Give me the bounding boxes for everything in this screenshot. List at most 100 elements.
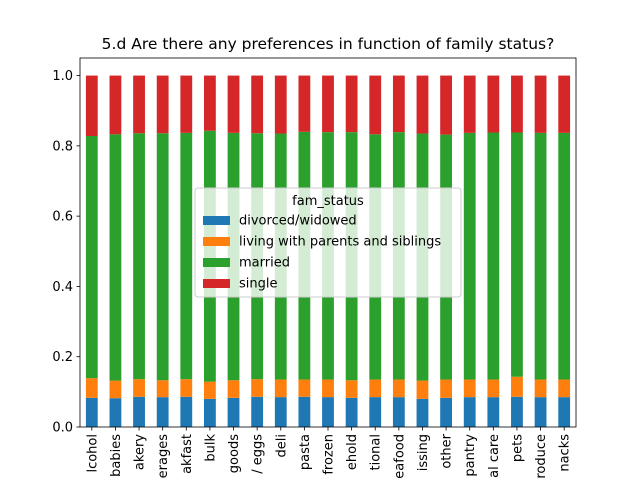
legend-title: fam_status <box>292 194 364 209</box>
x-tick-label: / eggs <box>251 434 266 474</box>
legend-entry-label: married <box>239 256 290 271</box>
bar-segment <box>511 376 523 397</box>
bar-segment <box>298 75 311 132</box>
legend-entry-label: single <box>239 277 278 292</box>
x-tick-label: eafood <box>392 434 407 479</box>
bar-segment <box>298 379 311 397</box>
bar-segment <box>274 397 287 427</box>
bar-segment <box>345 75 358 133</box>
y-tick-label: 0.4 <box>52 280 73 295</box>
bar-segment <box>345 380 358 398</box>
x-tick-label: lcohol <box>85 434 100 473</box>
bar-segment <box>204 398 216 427</box>
bar-segment <box>133 396 145 427</box>
bar-segment <box>274 379 287 398</box>
y-tick-label: 0.8 <box>52 139 73 154</box>
bar-segment <box>463 75 476 133</box>
x-tick-label: pasta <box>298 434 313 470</box>
x-tick-label: pets <box>510 434 525 462</box>
bar-segment <box>133 379 145 397</box>
bar-segment <box>156 133 169 381</box>
bar-segment <box>204 381 216 399</box>
bar-segment <box>511 132 523 377</box>
bar-segment <box>369 75 382 135</box>
x-tick-label: issing <box>416 434 431 471</box>
bar-segment <box>227 380 240 398</box>
bar-segment <box>133 133 145 380</box>
bar-segment <box>463 132 476 380</box>
bar-segment <box>416 380 429 399</box>
bar-segment <box>85 136 98 379</box>
bar-segment <box>558 75 571 133</box>
bar-segment <box>369 397 382 427</box>
bar-segment <box>558 132 571 380</box>
bar-segment <box>85 378 98 398</box>
bar-segment <box>227 397 240 427</box>
bar-segment <box>109 380 122 399</box>
legend-entry-label: divorced/widowed <box>239 214 357 229</box>
bar-segment <box>109 398 122 427</box>
axes-frame <box>79 57 577 428</box>
bar-segment <box>156 397 169 427</box>
bar-segment <box>487 397 500 427</box>
bar-segment <box>487 132 500 380</box>
bar-segment <box>463 379 476 398</box>
bar-segment <box>109 75 122 135</box>
legend: fam_status divorced/widowed living with pa… <box>194 187 462 298</box>
bar-segment <box>180 379 193 397</box>
x-tick-label: roduce <box>534 434 549 479</box>
bar-segment <box>511 396 523 427</box>
bar-segment <box>322 397 334 427</box>
x-tick-label: nacks <box>558 434 573 472</box>
x-tick-label: goods <box>227 434 242 473</box>
bar-segment <box>322 75 334 133</box>
bar-segment <box>274 75 287 134</box>
bar-segment <box>369 379 382 398</box>
x-tick-label: bulk <box>203 434 218 462</box>
x-tick-label: frozen <box>322 434 337 475</box>
legend-swatch <box>203 237 230 246</box>
bar-segment <box>204 75 216 131</box>
bar-segment <box>85 397 98 427</box>
bar-segment <box>180 132 193 380</box>
x-tick-label: other <box>440 433 455 468</box>
bar-segment <box>534 379 547 398</box>
bar-segment <box>156 380 169 398</box>
bar-segment <box>558 379 571 398</box>
x-tick-label: babies <box>109 434 124 477</box>
y-tick-label: 0.0 <box>52 421 73 436</box>
bar-segment <box>156 75 169 134</box>
legend-swatch <box>203 258 230 267</box>
bar-segment <box>251 379 264 397</box>
x-tick-label: akfast <box>180 434 195 474</box>
bar-segment <box>227 75 240 133</box>
x-tick-label: erages <box>156 434 171 479</box>
legend-swatch <box>203 216 230 225</box>
bar-segment <box>345 397 358 427</box>
x-tick-label: al care <box>487 434 502 478</box>
bar-segment <box>440 75 452 135</box>
x-tick-label: tional <box>369 434 384 470</box>
bar-segment <box>440 379 452 398</box>
bar-segment <box>392 75 405 133</box>
legend-box <box>194 187 462 298</box>
bar-segment <box>440 397 452 427</box>
x-tick-label: akery <box>133 434 148 470</box>
bar-segment <box>392 397 405 427</box>
bar-segment <box>534 397 547 427</box>
bar-segment <box>298 396 311 427</box>
bars-layer <box>85 75 571 427</box>
bar-segment <box>133 75 145 134</box>
bar-segment <box>416 75 429 134</box>
axes-layer: 0.0 0.2 0.4 0.6 0.8 1.0 lcohol babies akery erage… <box>52 57 577 479</box>
legend-entry-label: living with parents and siblings <box>239 235 441 250</box>
y-tick-label: 1.0 <box>52 69 73 84</box>
x-tick-label: deli <box>274 434 289 457</box>
y-tick-label: 0.6 <box>52 210 73 225</box>
bar-segment <box>511 75 523 133</box>
bar-segment <box>534 132 547 380</box>
bar-segment <box>487 379 500 398</box>
bar-segment <box>85 75 98 137</box>
bar-segment <box>180 75 193 133</box>
x-tick-label: pantry <box>463 434 478 477</box>
